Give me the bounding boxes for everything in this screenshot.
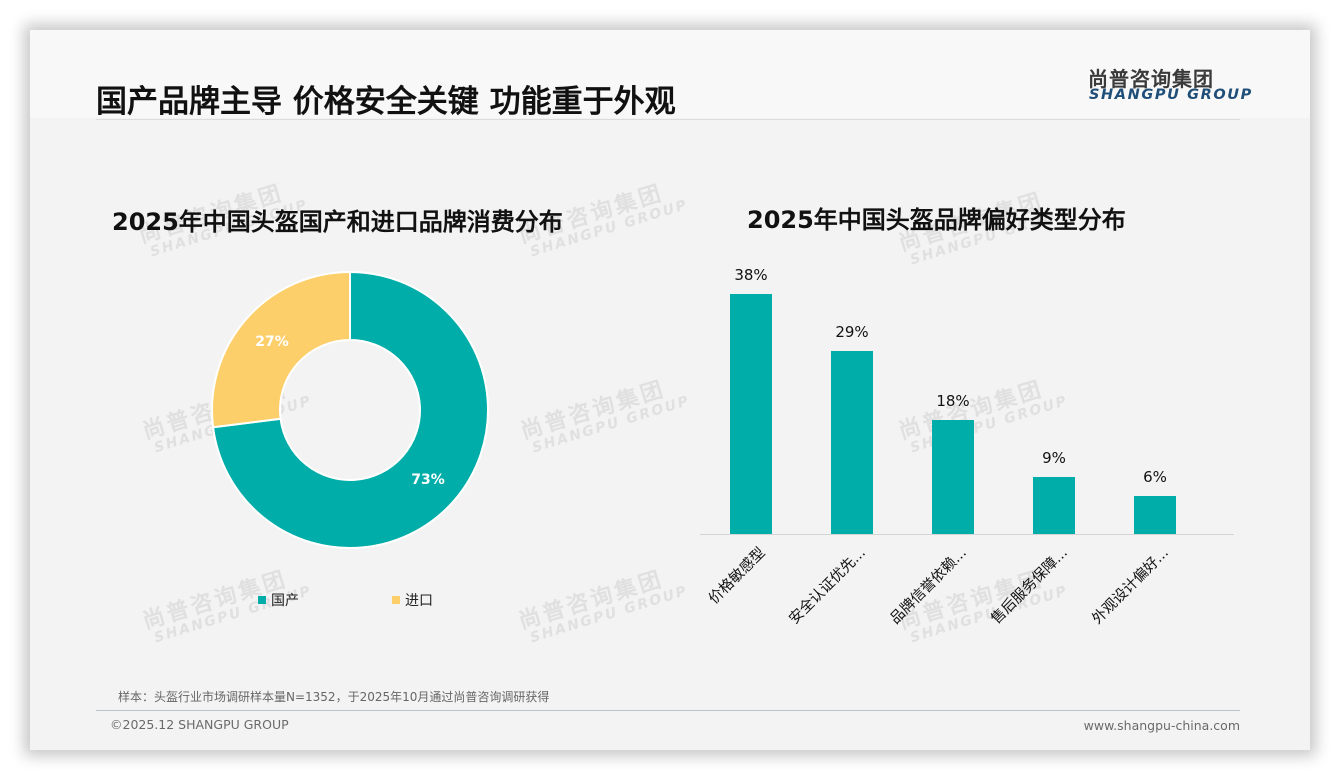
x-axis-line: [700, 534, 1234, 535]
bar-value-label: 18%: [936, 392, 970, 411]
donut-label-import: 27%: [255, 334, 289, 350]
sample-note: 样本：头盔行业市场调研样本量N=1352，于2025年10月通过尚普咨询调研获得: [118, 690, 550, 704]
copyright: ©2025.12 SHANGPU GROUP: [110, 717, 289, 732]
bar: [1134, 496, 1176, 534]
category-label: 品牌信誉依赖...: [887, 544, 971, 628]
header-divider: [96, 119, 1240, 120]
slide: 国产品牌主导 价格安全关键 功能重于外观 尚普咨询集团 SHANGPU GROU…: [30, 30, 1310, 750]
category-label: 价格敏感型: [705, 544, 769, 608]
bar-value-label: 9%: [1042, 449, 1066, 468]
legend-label: 国产: [271, 593, 299, 609]
footer-divider: [96, 710, 1240, 711]
legend-item-import: 进口: [392, 590, 433, 610]
logo-english: SHANGPU GROUP: [1089, 87, 1253, 103]
logo-chinese: 尚普咨询集团: [1088, 67, 1214, 91]
bar: [831, 350, 873, 534]
donut-segment-domestic: [211, 270, 489, 549]
donut-chart-title: 2025年中国头盔国产和进口品牌消费分布: [112, 208, 563, 236]
legend-label: 进口: [405, 593, 433, 609]
category-label: 售后服务保障...: [988, 544, 1072, 628]
website-link[interactable]: www.shangpu-china.com: [1083, 718, 1240, 733]
donut-segment-import: [211, 270, 351, 429]
legend-item-domestic: 国产: [258, 590, 299, 610]
bar-chart-title: 2025年中国头盔品牌偏好类型分布: [747, 206, 1126, 234]
bar-value-label: 38%: [734, 266, 768, 284]
bar: [1033, 477, 1075, 534]
bar-value-label: 29%: [835, 322, 869, 341]
category-label: 安全认证优先...: [786, 544, 870, 628]
donut-chart: 73% 27%: [211, 270, 489, 549]
legend-swatch: [392, 596, 400, 604]
bar-value-label: 6%: [1143, 468, 1167, 487]
header-band: [30, 30, 1310, 118]
page-title: 国产品牌主导 价格安全关键 功能重于外观: [96, 84, 676, 120]
bar: [932, 420, 974, 534]
legend-swatch: [258, 596, 266, 604]
bar: [730, 294, 772, 534]
category-label: 外观设计偏好...: [1089, 544, 1173, 628]
donut-label-domestic: 73%: [411, 472, 445, 488]
